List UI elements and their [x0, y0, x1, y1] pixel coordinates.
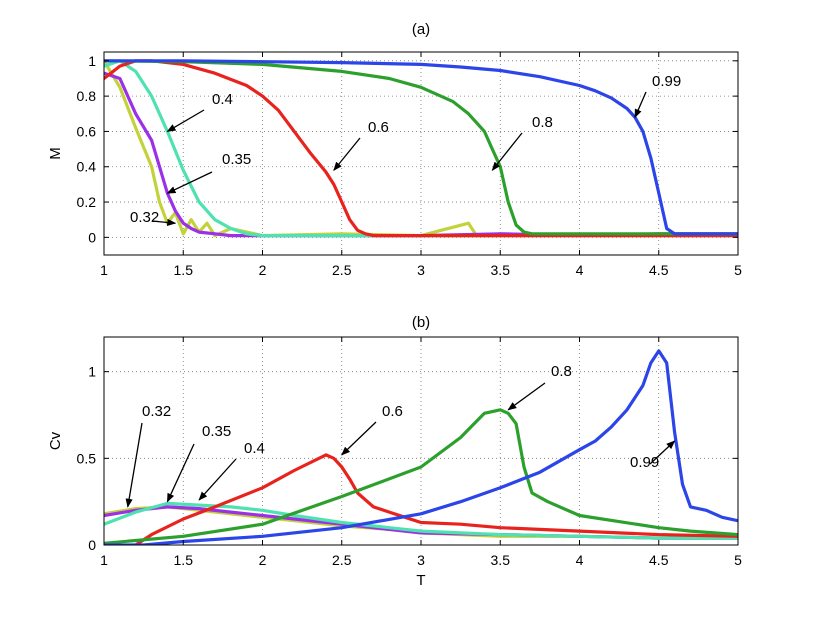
series-line-0.8 — [104, 59, 738, 236]
y-tick-label: 0.6 — [77, 123, 97, 139]
x-tick-label: 3.5 — [491, 262, 511, 278]
x-tick-label: 5 — [734, 552, 742, 568]
annotation-arrow — [166, 443, 195, 503]
panel-b: 1 1.5 2 2.5 3 3.5 4 4.5 5 0 0.5 1 (b) Cv T 0.99 0.8 0.6 0.… — [47, 314, 742, 589]
x-tick-label: 1.5 — [174, 552, 194, 568]
y-tick-label: 0.5 — [77, 450, 97, 466]
annotation-label: 0.32 — [130, 209, 159, 226]
annotation-label: 0.4 — [244, 440, 265, 457]
annotation-label: 0.99 — [652, 73, 681, 90]
series-line-0.99 — [104, 59, 738, 236]
annotation-label: 0.32 — [142, 403, 171, 420]
panel-title: (b) — [412, 314, 430, 331]
x-tick-label: 4 — [576, 552, 584, 568]
annotation-arrow — [634, 91, 647, 119]
x-tick-label: 3.5 — [491, 552, 511, 568]
y-tick-label: 0.2 — [77, 194, 97, 210]
x-tick-label: 3 — [417, 552, 425, 568]
y-tick-label: 0.4 — [77, 159, 97, 175]
panel-a: 1 1.5 2 2.5 3 3.5 4 4.5 5 0 0.2 0.4 0.6 0.8 1 (a) M 0.99 0… — [47, 21, 742, 278]
series-line-0.35 — [104, 71, 738, 238]
x-tick-label: 1.5 — [174, 262, 194, 278]
x-tick-label: 1 — [100, 262, 108, 278]
series-line-0.99 — [104, 349, 738, 545]
annotation-arrow — [333, 137, 361, 171]
annotation-arrow — [166, 109, 205, 132]
annotation-label: 0.8 — [532, 114, 553, 131]
y-tick-label: 1 — [88, 364, 96, 380]
series-line-0.6 — [104, 59, 738, 238]
y-tick-label: 1 — [88, 53, 96, 69]
y-tick-label: 0.8 — [77, 88, 97, 104]
annotation-arrow — [198, 458, 237, 501]
annotation-label: 0.6 — [368, 119, 389, 136]
annotation-arrow — [125, 422, 143, 508]
series-line-0.8 — [104, 408, 738, 545]
annotation-arrow — [341, 421, 377, 456]
series-line-0.4 — [104, 501, 738, 540]
series-group — [104, 59, 738, 238]
series-line-0.6 — [134, 453, 738, 545]
x-axis-label: T — [416, 572, 425, 589]
annotation-label: 0.99 — [630, 454, 659, 471]
x-tick-label: 2.5 — [332, 552, 352, 568]
x-tick-label: 4.5 — [649, 552, 669, 568]
annotation-label: 0.35 — [202, 423, 231, 440]
y-axis-label: M — [47, 147, 64, 160]
x-tick-label: 4.5 — [649, 262, 669, 278]
y-tick-label: 0 — [88, 229, 96, 245]
annotation-arrow — [507, 382, 546, 411]
series-group — [104, 349, 738, 545]
x-tick-label: 2.5 — [332, 262, 352, 278]
x-tick-label: 1 — [100, 552, 108, 568]
annotation-label: 0.35 — [222, 151, 251, 168]
x-tick-label: 5 — [734, 262, 742, 278]
y-tick-label: 0 — [88, 537, 96, 553]
annotation-label: 0.8 — [551, 363, 572, 380]
annotation-arrow — [491, 132, 523, 171]
y-axis-label: Cv — [47, 431, 64, 450]
annotation-label: 0.6 — [382, 403, 403, 420]
x-tick-label: 3 — [417, 262, 425, 278]
x-tick-label: 2 — [259, 552, 267, 568]
annotation-label: 0.4 — [212, 91, 233, 108]
annotation-arrow — [166, 171, 213, 194]
x-tick-label: 4 — [576, 262, 584, 278]
panel-title: (a) — [412, 21, 430, 38]
x-tick-label: 2 — [259, 262, 267, 278]
annotation-arrow — [151, 218, 177, 227]
annotation-arrow — [649, 440, 676, 465]
